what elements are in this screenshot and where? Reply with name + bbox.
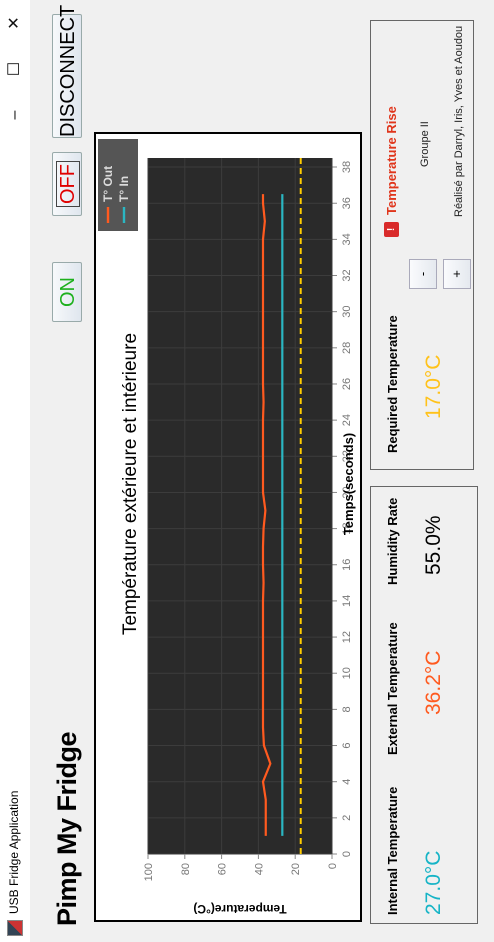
readings-panel: Internal Temperature 27.0°C External Tem…	[370, 486, 478, 924]
y-tick-label: 20	[290, 863, 302, 875]
y-tick-label: 80	[180, 863, 192, 875]
title-bar: USB Fridge Application – ☐ ✕	[0, 0, 30, 942]
minimize-button[interactable]: –	[6, 110, 23, 120]
y-tick-label: 0	[327, 863, 339, 869]
group-label: Groupe II	[419, 121, 431, 167]
x-axis-label: Temps(seconds)	[341, 433, 356, 535]
x-tick-label: 28	[341, 342, 353, 354]
plot-area	[148, 158, 332, 854]
x-tick-label: 32	[341, 269, 353, 281]
on-button[interactable]: ON	[52, 262, 82, 322]
warning-icon: !	[384, 222, 399, 237]
maximize-button[interactable]: ☐	[6, 61, 23, 77]
decrease-button[interactable]: -	[409, 259, 437, 289]
x-tick-label: 10	[341, 667, 353, 679]
x-tick-label: 26	[341, 378, 353, 390]
x-tick-label: 4	[341, 779, 353, 785]
x-tick-label: 24	[341, 414, 353, 426]
y-axis-label: Temperature(°C)	[193, 902, 286, 916]
y-tick-label: 40	[253, 863, 265, 875]
x-tick-label: 12	[341, 631, 353, 643]
off-button[interactable]: OFF	[52, 152, 82, 216]
chart-title: Température extérieure et intérieure	[120, 333, 141, 635]
x-tick-label: 36	[341, 197, 353, 209]
settings-panel: Required Temperature 17.0°C - + ! Temper…	[370, 20, 474, 470]
y-tick-label: 60	[217, 863, 229, 875]
x-tick-label: 38	[341, 161, 353, 173]
series-line-out	[261, 194, 272, 836]
disconnect-button-label: DISCONNECT	[57, 4, 79, 137]
credits-text: Réalisé par Darryl, Iris, Yves et Aoudou	[453, 25, 465, 217]
required-temperature-label: Required Temperature	[385, 315, 400, 453]
window-title: USB Fridge Application	[7, 790, 21, 914]
temperature-chart-panel: 0 2 4 6 8 10 12 14 16 18 20 22 24 26 28 30 32 34 36 38 0 20 40…	[94, 132, 362, 922]
app-title: Pimp My Fridge	[52, 731, 82, 926]
x-tick-label: 22	[341, 450, 353, 462]
humidity-value: 55.0%	[422, 515, 445, 575]
x-tick-label: 16	[341, 559, 353, 571]
x-tick-label: 30	[341, 306, 353, 318]
internal-temperature-value: 27.0°C	[422, 850, 445, 915]
x-tick-label: 6	[341, 742, 353, 748]
temperature-rise-alert: Temperature Rise	[384, 106, 399, 215]
off-button-label: OFF	[56, 161, 80, 207]
external-temperature-label: External Temperature	[385, 622, 400, 755]
increase-button[interactable]: +	[443, 259, 471, 289]
internal-temperature-label: Internal Temperature	[385, 786, 400, 915]
x-tick-label: 20	[341, 486, 353, 498]
legend-label: T° In	[117, 176, 131, 202]
app-icon	[7, 920, 23, 936]
x-tick-label: 14	[341, 595, 353, 607]
close-button[interactable]: ✕	[6, 16, 23, 30]
external-temperature-value: 36.2°C	[422, 650, 445, 715]
required-temperature-value: 17.0°C	[422, 354, 445, 419]
x-tick-label: 8	[341, 706, 353, 712]
legend-label: T° Out	[101, 166, 115, 202]
x-tick-label: 34	[341, 233, 353, 245]
x-tick-label: 18	[341, 522, 353, 534]
y-tick-label: 100	[143, 863, 155, 881]
x-tick-label: 2	[341, 815, 353, 821]
humidity-label: Humidity Rate	[385, 497, 400, 585]
disconnect-button[interactable]: DISCONNECT	[52, 5, 82, 138]
temperature-chart: 0246810121416182022242628303234363802040…	[98, 139, 356, 916]
x-tick-label: 0	[341, 851, 353, 857]
on-button-label: ON	[57, 277, 79, 307]
